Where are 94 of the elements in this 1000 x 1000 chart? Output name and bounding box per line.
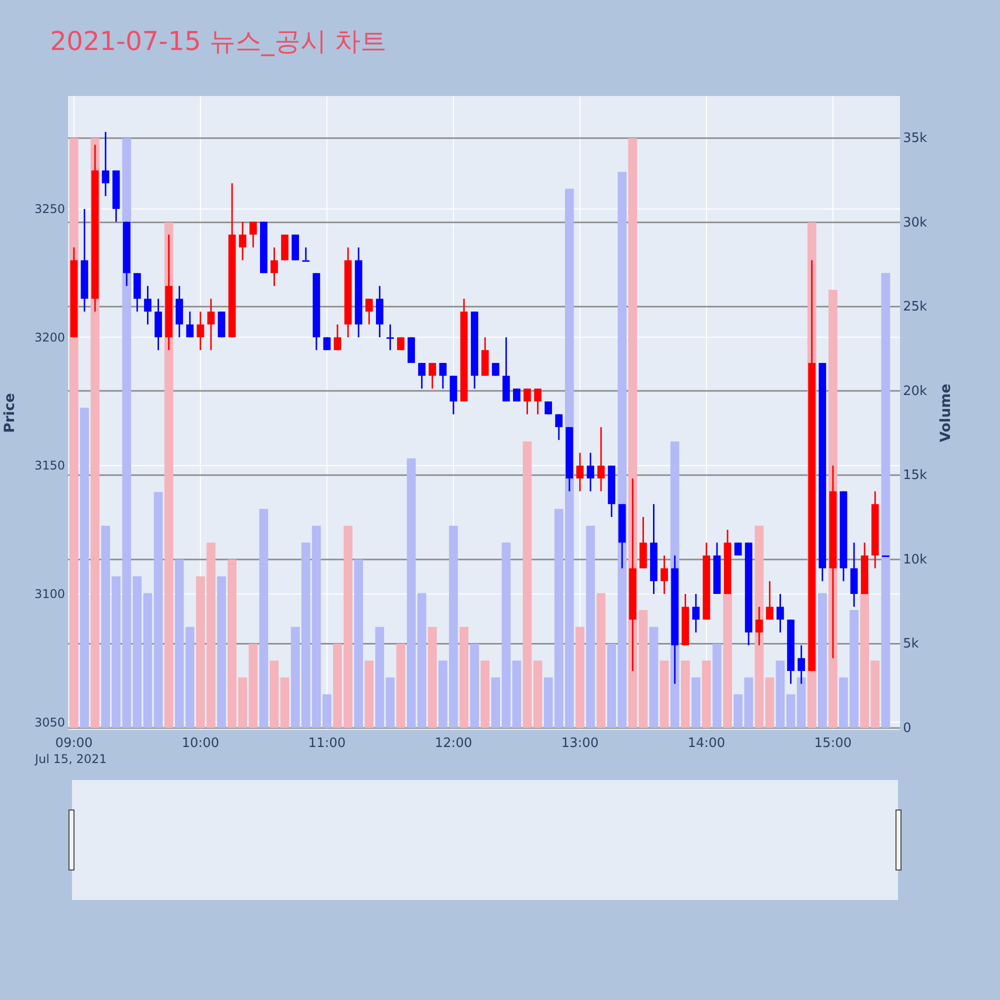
bar — [480, 660, 490, 728]
bar — [754, 526, 764, 728]
candlestick — [766, 580, 774, 620]
bar — [776, 660, 785, 728]
candlestick — [524, 388, 531, 416]
y-tick-label: 3150 — [34, 458, 65, 473]
bar — [786, 694, 796, 728]
y2-axis-title: Volume — [938, 384, 954, 442]
candlestick — [597, 426, 605, 492]
bar — [428, 626, 437, 728]
bar — [280, 677, 290, 728]
candlestick — [196, 310, 204, 351]
candlestick — [660, 554, 668, 595]
bar — [132, 576, 142, 728]
bar — [638, 610, 648, 728]
candlestick — [186, 310, 194, 338]
bar — [649, 626, 658, 728]
bar — [596, 593, 606, 728]
bar — [660, 660, 669, 728]
candlestick — [386, 324, 394, 351]
candlestick — [439, 362, 447, 390]
x-tick-label: 11:00 — [308, 736, 346, 751]
candlestick — [207, 298, 215, 351]
y2-tick-label: 0 — [903, 720, 912, 736]
bar — [691, 677, 700, 728]
y-tick-label: 3050 — [34, 715, 65, 730]
y-tick-label: 3250 — [34, 202, 65, 216]
candlestick — [418, 362, 426, 390]
y-tick-label: 3100 — [34, 586, 65, 601]
candlestick — [692, 593, 700, 634]
y2-tick-label: 30k — [903, 215, 928, 230]
y-axis-title: Price — [2, 393, 18, 433]
bar — [702, 660, 711, 728]
candlestick — [776, 593, 784, 634]
bar — [154, 492, 163, 728]
bar — [375, 626, 384, 728]
bar — [680, 660, 690, 728]
bar — [712, 644, 722, 728]
bar — [290, 626, 300, 728]
y2-tick-label: 25k — [903, 300, 928, 315]
bar — [460, 626, 468, 728]
bar — [364, 660, 374, 728]
y2-tick-label: 35k — [903, 131, 928, 146]
bar — [765, 677, 774, 728]
y2-tick-label: 20k — [903, 384, 928, 399]
chart-title: 2021-07-15 뉴스_공시 차트 — [50, 27, 387, 57]
bar — [818, 593, 827, 728]
bar — [386, 677, 395, 728]
y2-tick-label: 5k — [903, 636, 920, 652]
candlestick — [238, 221, 246, 262]
candlestick — [534, 388, 542, 416]
x-tick-label: 13:00 — [561, 736, 599, 751]
text: Jul 15, 2021 — [34, 752, 107, 766]
bar — [259, 508, 268, 728]
candlestick — [249, 221, 257, 248]
bar — [470, 644, 479, 728]
candlestick — [755, 606, 763, 646]
candlestick — [586, 452, 594, 492]
bar — [522, 441, 532, 728]
y2-tick-label: 10k — [903, 552, 928, 568]
candlestick — [102, 131, 110, 197]
candlestick — [734, 542, 742, 556]
bar — [796, 677, 806, 728]
bar — [396, 644, 406, 728]
bar — [406, 458, 416, 728]
bar — [354, 559, 363, 728]
bar — [533, 660, 542, 728]
candlestick — [544, 400, 552, 416]
x-tick-label: 10:00 — [182, 736, 220, 751]
y-tick-label: 3200 — [34, 330, 65, 344]
bar — [143, 593, 152, 728]
candlestick — [270, 246, 278, 287]
candlestick — [365, 298, 373, 326]
bar — [217, 576, 226, 728]
bar — [881, 272, 890, 728]
bar — [417, 593, 426, 728]
x-tick-label: 09:00 — [55, 736, 93, 751]
bar — [586, 526, 595, 728]
candlestick — [513, 388, 520, 402]
candlestick — [144, 285, 152, 326]
candlestick — [555, 414, 563, 441]
candlestick — [302, 246, 310, 262]
candlestick — [334, 324, 342, 351]
bar — [512, 660, 522, 728]
x-tick-label: 14:00 — [688, 736, 726, 751]
bar — [270, 660, 279, 728]
x-tick-label: 12:00 — [434, 736, 472, 751]
bar — [80, 408, 89, 728]
y2-tick-label: 15k — [903, 468, 928, 484]
bar — [576, 626, 584, 728]
candlestick — [492, 362, 500, 377]
candlestick — [428, 362, 436, 390]
candlestick — [576, 452, 584, 492]
x-tick-label: 15:00 — [814, 736, 852, 751]
